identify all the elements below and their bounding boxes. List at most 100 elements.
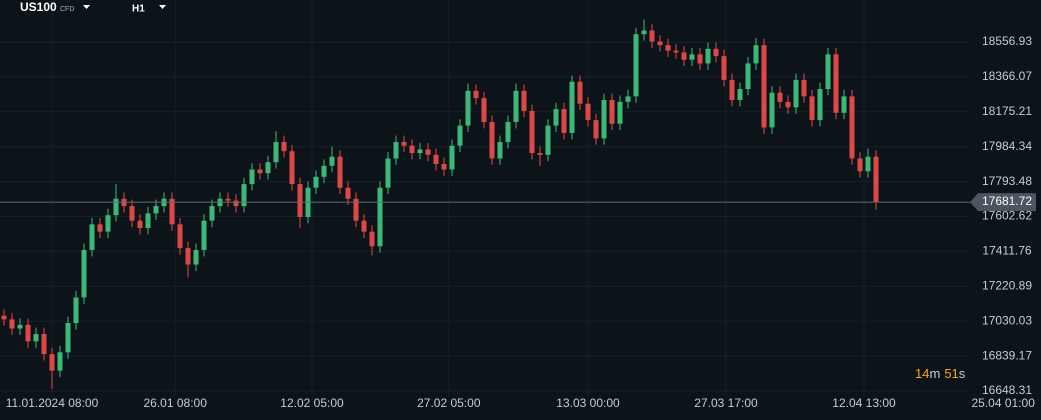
- candle-body: [281, 142, 287, 152]
- candle-body: [313, 176, 319, 188]
- candle-body: [681, 52, 687, 60]
- instrument-type: CFD: [60, 6, 74, 13]
- current-price-label: 17681.72: [982, 194, 1032, 208]
- y-tick-label: 17602.62: [982, 209, 1032, 223]
- candle-body: [873, 156, 879, 203]
- candle-body: [33, 334, 39, 342]
- candle-body: [321, 165, 327, 177]
- y-tick-label: 16839.17: [982, 348, 1032, 362]
- candle-body: [625, 96, 631, 102]
- candle-body: [545, 125, 551, 155]
- candle-layer: [1, 19, 879, 389]
- candle-body: [153, 206, 159, 214]
- candle-body: [185, 248, 191, 265]
- y-tick-label: 17030.03: [982, 313, 1032, 327]
- symbol[interactable]: US100: [20, 0, 57, 14]
- y-tick-label: 18556.93: [982, 34, 1032, 48]
- candle-body: [385, 158, 391, 188]
- candle-body: [193, 249, 199, 265]
- candle-body: [753, 45, 759, 64]
- candle-body: [585, 103, 591, 121]
- candle-body: [105, 215, 111, 232]
- candle-body: [689, 54, 695, 60]
- candle-body: [297, 184, 303, 218]
- candle-body: [137, 220, 143, 228]
- candle-body: [617, 101, 623, 124]
- candle-body: [825, 54, 831, 90]
- candle-body: [265, 162, 271, 174]
- candle-body: [209, 206, 215, 221]
- candle-body: [481, 98, 487, 122]
- countdown-unit: m: [929, 366, 940, 381]
- candle-body: [449, 145, 455, 170]
- candle-body: [393, 142, 399, 159]
- candle-body: [353, 198, 359, 221]
- candle-body: [17, 324, 23, 329]
- candle-body: [409, 145, 415, 154]
- y-tick-label: 16648.31: [982, 383, 1032, 397]
- candle-body: [345, 187, 351, 199]
- candle-body: [785, 101, 791, 108]
- candle-body: [289, 151, 295, 185]
- candle-body: [433, 154, 439, 164]
- y-tick-label: 17793.48: [982, 174, 1032, 188]
- candle-body: [97, 224, 103, 232]
- candle-body: [729, 79, 735, 101]
- candle-body: [697, 54, 703, 64]
- candle-body: [201, 220, 207, 250]
- candle-body: [369, 231, 375, 247]
- x-tick-label: 26.01 08:00: [143, 396, 207, 410]
- countdown-unit: s: [959, 366, 966, 381]
- y-tick-label: 18175.21: [982, 104, 1032, 118]
- candle-body: [337, 156, 343, 188]
- candle-body: [809, 96, 815, 121]
- candle-body: [25, 324, 31, 342]
- candle-body: [249, 169, 255, 185]
- candle-body: [225, 198, 231, 201]
- candle-body: [553, 109, 559, 126]
- candle-body: [601, 100, 607, 139]
- candle-body: [609, 100, 615, 124]
- x-tick-label: 12.02 05:00: [280, 396, 344, 410]
- candle-body: [465, 90, 471, 126]
- candle-body: [745, 63, 751, 90]
- dropdown-arrow[interactable]: [159, 5, 166, 9]
- candle-body: [865, 156, 871, 172]
- candle-body: [657, 41, 663, 46]
- candle-body: [49, 354, 55, 371]
- current-price-tag: [970, 193, 1036, 212]
- countdown-seconds: 51: [944, 366, 958, 381]
- candle-body: [761, 45, 767, 128]
- candle-body: [849, 96, 855, 159]
- y-tick-label: 17984.34: [982, 139, 1032, 153]
- candle-body: [57, 352, 63, 371]
- candle-body: [145, 213, 151, 228]
- candle-body: [81, 249, 87, 298]
- candle-body: [377, 187, 383, 247]
- candle-body: [593, 120, 599, 139]
- candle-body: [9, 319, 15, 329]
- candle-body: [1, 315, 7, 320]
- candle-body: [793, 79, 799, 108]
- candle-body: [169, 198, 175, 225]
- candle-body: [721, 56, 727, 80]
- candle-body: [113, 198, 119, 216]
- candle-body: [129, 206, 135, 221]
- countdown-minutes: 14: [915, 366, 929, 381]
- timeframe[interactable]: H1: [132, 4, 145, 15]
- dropdown-arrow[interactable]: [83, 5, 90, 9]
- x-tick-label: 25.04 01:00: [971, 396, 1035, 410]
- candle-body: [537, 153, 543, 155]
- candle-body: [665, 45, 671, 51]
- candle-body: [577, 81, 583, 104]
- x-tick-label: 27.03 17:00: [694, 396, 758, 410]
- candle-body: [233, 200, 239, 207]
- candle-body: [505, 121, 511, 143]
- candle-body: [329, 156, 335, 166]
- candle-body: [473, 90, 479, 99]
- y-tick-label: 18366.07: [982, 69, 1032, 83]
- candle-body: [489, 121, 495, 159]
- candle-body: [777, 92, 783, 102]
